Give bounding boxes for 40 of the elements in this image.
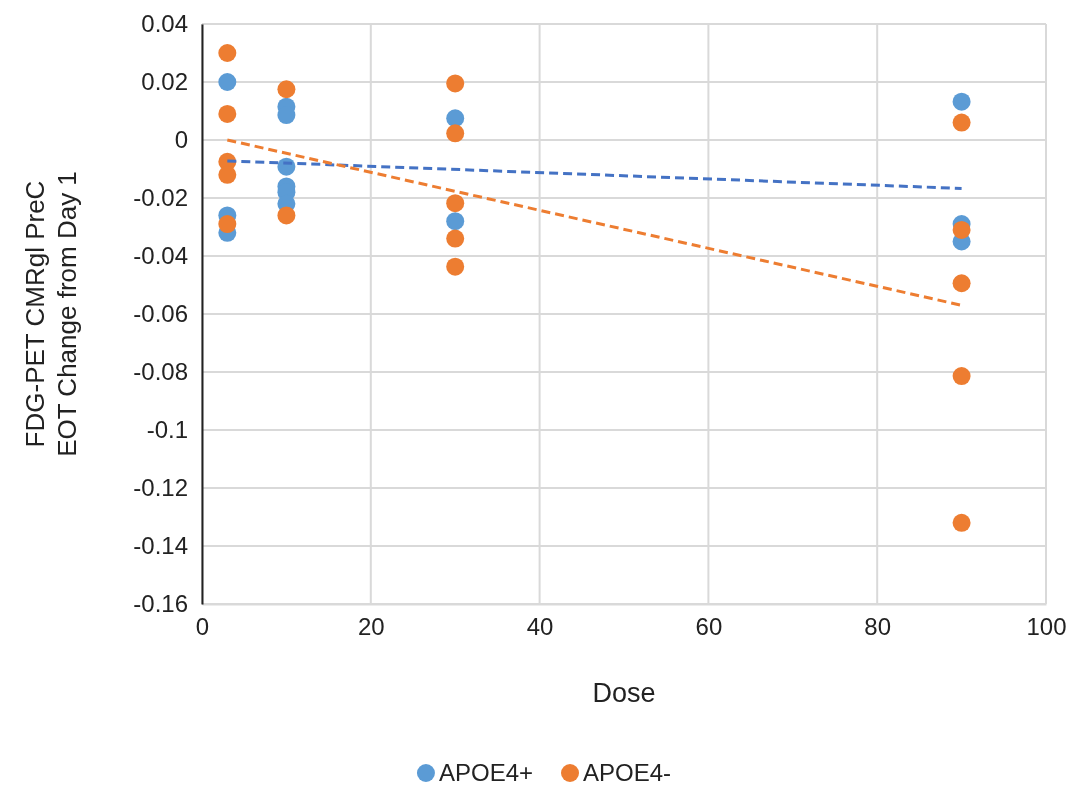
y-tick-label: -0.04	[133, 242, 188, 270]
y-tick-label: -0.1	[146, 416, 188, 444]
y-tick-label: 0	[174, 126, 188, 154]
point	[277, 80, 296, 99]
point	[446, 74, 465, 93]
point	[218, 73, 237, 91]
x-tick-label: 80	[864, 613, 892, 641]
y-tick-label: -0.02	[133, 184, 188, 212]
point	[446, 212, 465, 231]
x-tick-label: 60	[695, 613, 723, 641]
x-tick-label: 100	[1026, 613, 1066, 641]
point	[446, 194, 465, 213]
point	[446, 124, 465, 143]
x-tick-label: 20	[357, 613, 385, 641]
y-tick-label: -0.08	[133, 358, 188, 386]
y-tick-label: 0.04	[141, 10, 188, 38]
point	[218, 104, 237, 123]
point	[952, 92, 971, 111]
point	[446, 109, 465, 128]
x-axis-title: Dose	[592, 678, 656, 708]
y-axis-title: FDG-PET CMRgl PreC EOT Change from Day 1	[20, 171, 82, 457]
point	[277, 206, 296, 225]
x-tick-label: 0	[195, 613, 210, 641]
point	[952, 367, 971, 386]
y-tick-label: -0.12	[133, 474, 188, 502]
point	[952, 513, 971, 532]
y-tick-label: -0.14	[133, 532, 188, 560]
y-tick-label: -0.06	[133, 300, 188, 328]
point	[218, 44, 237, 62]
point	[952, 113, 971, 132]
point	[952, 274, 971, 293]
point	[446, 229, 465, 248]
point	[952, 220, 971, 239]
legend-label: APOE4+	[438, 759, 534, 786]
legend-label: APOE4-	[583, 759, 672, 786]
y-tick-label: -0.16	[133, 590, 188, 618]
point	[218, 215, 237, 234]
point	[446, 257, 465, 276]
y-tick-label: 0.02	[141, 68, 188, 96]
x-tick-label: 40	[526, 613, 554, 641]
